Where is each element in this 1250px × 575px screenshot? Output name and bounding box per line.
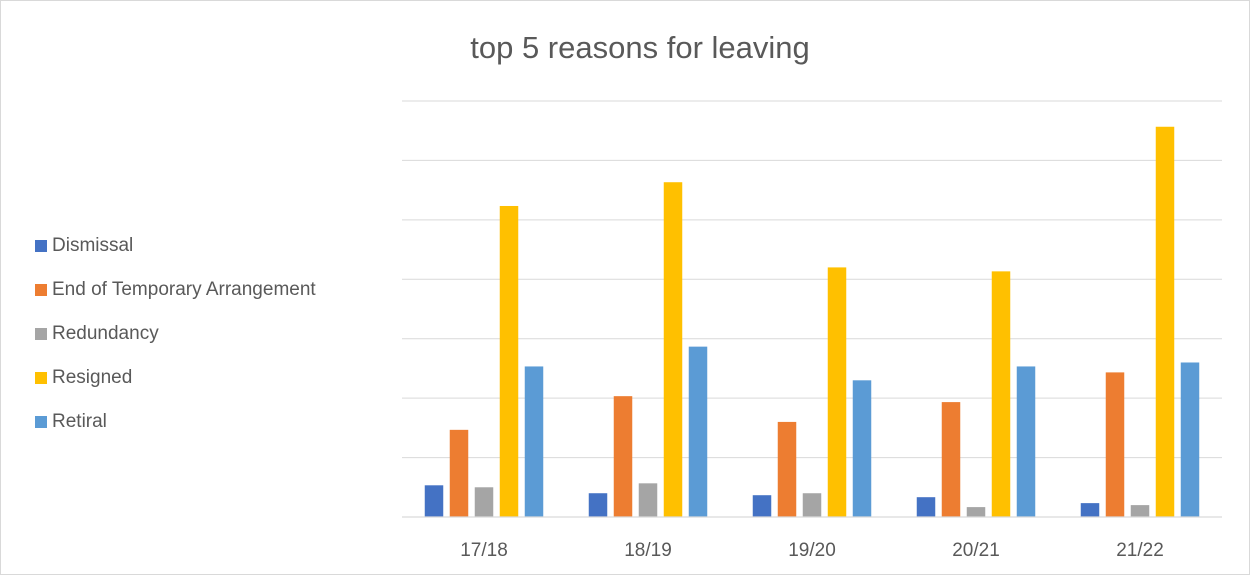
legend-label: Redundancy	[52, 323, 159, 344]
legend-label: End of Temporary Arrangement	[52, 279, 316, 300]
bar-redundancy-18-19	[638, 483, 658, 517]
bar-retiral-17-18	[524, 366, 544, 517]
x-tick-label: 19/20	[788, 540, 836, 561]
legend-swatch	[35, 328, 47, 340]
legend: Dismissal End of Temporary Arrangement Red…	[35, 224, 316, 444]
legend-item-resigned: Resigned	[35, 356, 316, 400]
legend-swatch	[35, 240, 47, 252]
bar-redundancy-19-20	[802, 493, 822, 517]
legend-label: Retiral	[52, 411, 107, 432]
bar-end-of-temporary-arrangement-17-18	[449, 429, 469, 517]
bar-end-of-temporary-arrangement-19-20	[777, 421, 797, 517]
bar-resigned-18-19	[663, 182, 683, 517]
legend-item-redundancy: Redundancy	[35, 312, 316, 356]
bar-resigned-21-22	[1155, 126, 1175, 517]
bar-redundancy-21-22	[1130, 505, 1150, 517]
x-tick-label: 18/19	[624, 540, 672, 561]
legend-swatch	[35, 416, 47, 428]
legend-item-dismissal: Dismissal	[35, 224, 316, 268]
bar-resigned-20-21	[991, 271, 1011, 517]
legend-item-end-of-temporary-arrangement: End of Temporary Arrangement	[35, 268, 316, 312]
x-tick-label: 17/18	[460, 540, 508, 561]
chart-title: top 5 reasons for leaving	[470, 30, 810, 65]
legend-swatch	[35, 284, 47, 296]
legend-swatch	[35, 372, 47, 384]
bar-redundancy-17-18	[474, 487, 494, 517]
bar-end-of-temporary-arrangement-20-21	[941, 402, 961, 517]
bar-dismissal-17-18	[424, 485, 444, 517]
x-tick-label: 20/21	[952, 540, 1000, 561]
bar-redundancy-20-21	[966, 507, 986, 517]
bar-resigned-17-18	[499, 205, 519, 517]
bar-dismissal-21-22	[1080, 503, 1100, 517]
bar-dismissal-18-19	[588, 493, 608, 517]
bar-retiral-18-19	[688, 346, 708, 517]
bar-end-of-temporary-arrangement-18-19	[613, 396, 633, 517]
legend-label: Dismissal	[52, 235, 134, 256]
legend-item-retiral: Retiral	[35, 400, 316, 444]
x-tick-label: 21/22	[1116, 540, 1164, 561]
bar-retiral-21-22	[1180, 362, 1200, 517]
bars	[424, 126, 1200, 517]
bar-retiral-19-20	[852, 380, 872, 517]
legend-label: Resigned	[52, 367, 133, 388]
bar-dismissal-19-20	[752, 495, 772, 517]
bar-resigned-19-20	[827, 267, 847, 517]
bar-dismissal-20-21	[916, 497, 936, 517]
bar-end-of-temporary-arrangement-21-22	[1105, 372, 1125, 517]
bar-retiral-20-21	[1016, 366, 1036, 517]
